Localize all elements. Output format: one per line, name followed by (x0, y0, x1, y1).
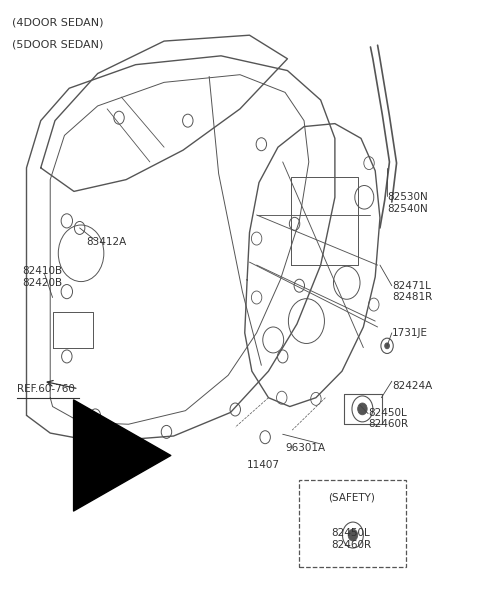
Text: 11407: 11407 (247, 461, 280, 471)
Text: 82471L
82481R: 82471L 82481R (392, 281, 432, 302)
Text: 82424A: 82424A (392, 381, 432, 391)
Text: 83412A: 83412A (86, 236, 126, 246)
Circle shape (384, 343, 389, 349)
Text: (SAFETY): (SAFETY) (328, 493, 375, 503)
Text: 82530N
82540N: 82530N 82540N (387, 192, 428, 214)
FancyBboxPatch shape (300, 480, 406, 568)
Text: REF.60-760: REF.60-760 (17, 384, 75, 394)
Circle shape (348, 529, 358, 541)
Text: 82410B
82420B: 82410B 82420B (22, 266, 62, 287)
Text: (5DOOR SEDAN): (5DOOR SEDAN) (12, 40, 104, 50)
Text: FR.: FR. (131, 449, 156, 462)
Text: 1731JE: 1731JE (392, 328, 428, 338)
Text: 82450L
82460R: 82450L 82460R (331, 528, 372, 550)
Text: 96301A: 96301A (285, 443, 325, 453)
Text: 82450L
82460R: 82450L 82460R (368, 408, 408, 429)
Text: (4DOOR SEDAN): (4DOOR SEDAN) (12, 17, 104, 27)
Circle shape (358, 403, 367, 415)
